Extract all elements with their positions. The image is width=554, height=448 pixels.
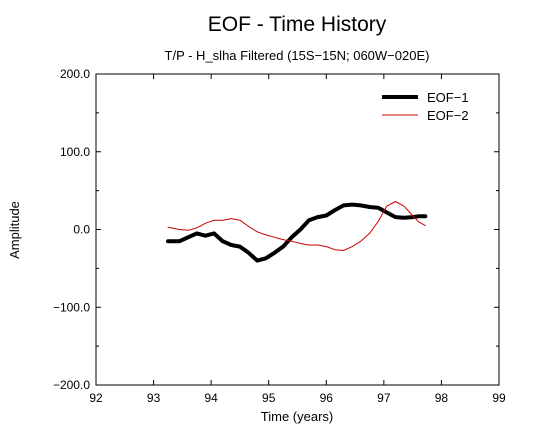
x-tick-label: 92: [89, 391, 103, 405]
chart-subtitle: T/P - H_slha Filtered (15S−15N; 060W−020…: [165, 48, 430, 63]
x-tick-label: 99: [492, 391, 506, 405]
chart-title: EOF - Time History: [208, 13, 387, 36]
y-tick-label: 200.0: [60, 67, 90, 81]
x-axis-title: Time (years): [261, 409, 333, 424]
y-tick-label: 0.0: [73, 223, 90, 237]
legend-label-eof2: EOF−2: [427, 108, 469, 123]
y-tick-label: −100.0: [53, 300, 90, 314]
x-tick-label: 93: [147, 391, 161, 405]
x-tick-label: 96: [320, 391, 334, 405]
legend: EOF−1 EOF−2: [382, 90, 469, 123]
x-tick-label: 95: [262, 391, 276, 405]
y-tick-label: 100.0: [60, 145, 90, 159]
x-tick-label: 98: [435, 391, 449, 405]
legend-label-eof1: EOF−1: [427, 90, 469, 105]
axis-ticks: 92 93 94 95 96 97 98 99 200.0 100.0 0.0 −100.0 −200.…: [53, 67, 506, 405]
y-tick-label: −200.0: [53, 378, 90, 392]
x-tick-label: 97: [377, 391, 391, 405]
series-line-eof1: [166, 202, 428, 263]
x-tick-label: 94: [204, 391, 218, 405]
series-line-eof2: [167, 201, 426, 251]
series-layer: [166, 201, 428, 263]
y-axis-title: Amplitude: [7, 201, 22, 259]
